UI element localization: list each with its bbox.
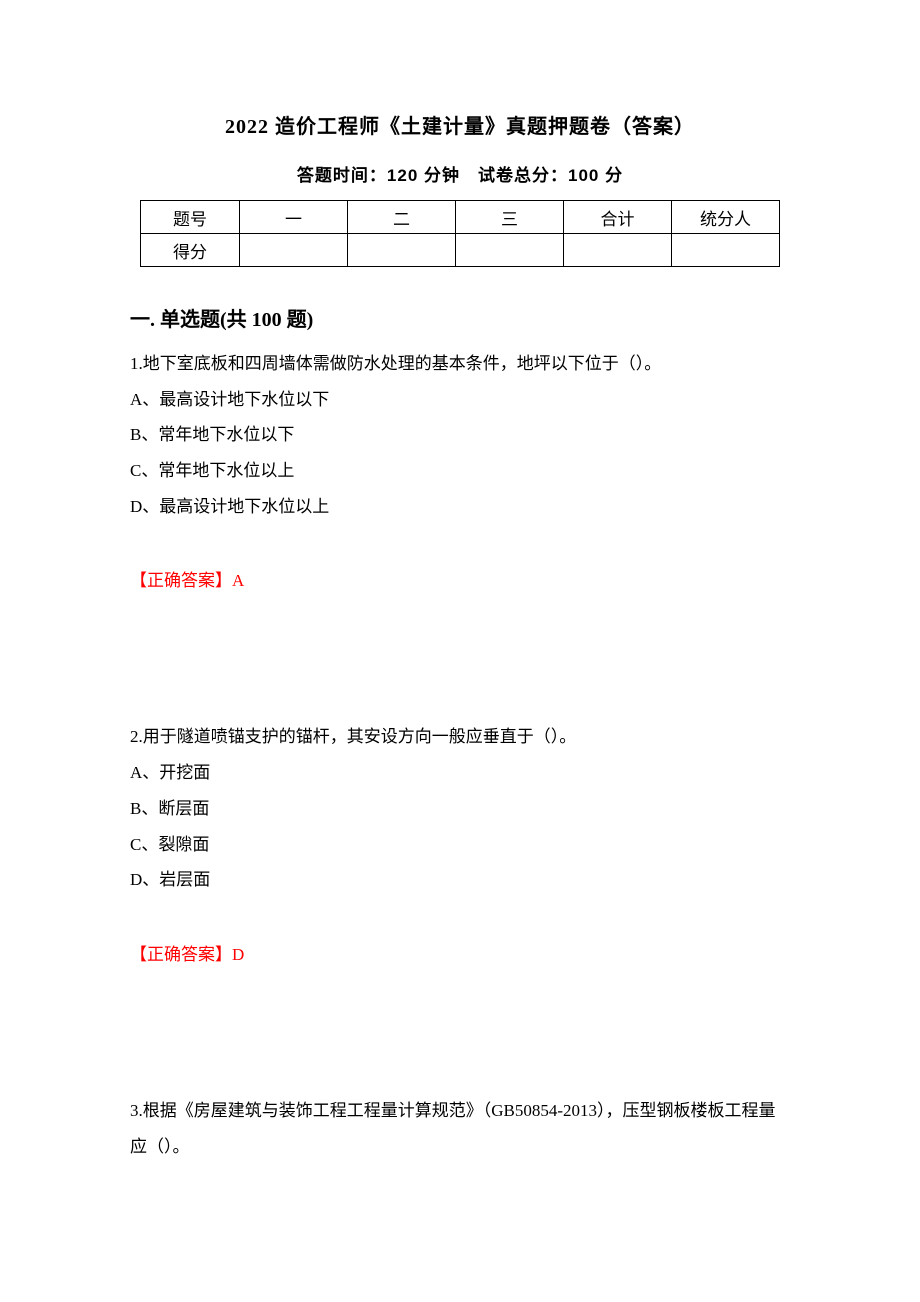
answer-prefix: 【正确答案】 [130, 571, 232, 590]
question-block: 1.地下室底板和四周墙体需做防水处理的基本条件，地坪以下位于（）。 A、最高设计… [130, 346, 790, 524]
question-option: A、开挖面 [130, 755, 790, 791]
question-stem: 3.根据《房屋建筑与装饰工程工程量计算规范》（GB50854-2013），压型钢… [130, 1093, 790, 1164]
question-stem: 2.用于隧道喷锚支护的锚杆，其安设方向一般应垂直于（）。 [130, 719, 790, 755]
question-stem: 1.地下室底板和四周墙体需做防水处理的基本条件，地坪以下位于（）。 [130, 346, 790, 382]
question-option: B、常年地下水位以下 [130, 417, 790, 453]
document-subtitle: 答题时间：120 分钟 试卷总分：100 分 [130, 161, 790, 186]
table-header-cell: 二 [348, 201, 456, 234]
table-cell [672, 234, 780, 267]
table-header-cell: 统分人 [672, 201, 780, 234]
table-header-cell: 一 [240, 201, 348, 234]
question-option: C、裂隙面 [130, 827, 790, 863]
document-page: 2022 造价工程师《土建计量》真题押题卷（答案） 答题时间：120 分钟 试卷… [0, 0, 920, 1224]
score-table: 题号 一 二 三 合计 统分人 得分 [140, 200, 780, 267]
table-row: 题号 一 二 三 合计 统分人 [141, 201, 780, 234]
answer-value: A [232, 571, 244, 590]
answer-line: 【正确答案】D [130, 940, 790, 965]
table-header-cell: 合计 [564, 201, 672, 234]
table-cell [240, 234, 348, 267]
answer-line: 【正确答案】A [130, 566, 790, 591]
answer-value: D [232, 945, 244, 964]
question-option: D、最高设计地下水位以上 [130, 489, 790, 525]
table-row: 得分 [141, 234, 780, 267]
question-option: D、岩层面 [130, 862, 790, 898]
table-header-cell: 三 [456, 201, 564, 234]
question-option: B、断层面 [130, 791, 790, 827]
answer-prefix: 【正确答案】 [130, 945, 232, 964]
table-cell [348, 234, 456, 267]
table-cell [456, 234, 564, 267]
table-cell: 得分 [141, 234, 240, 267]
question-block: 3.根据《房屋建筑与装饰工程工程量计算规范》（GB50854-2013），压型钢… [130, 1093, 790, 1164]
question-block: 2.用于隧道喷锚支护的锚杆，其安设方向一般应垂直于（）。 A、开挖面 B、断层面… [130, 719, 790, 897]
table-cell [564, 234, 672, 267]
section-heading: 一. 单选题(共 100 题) [130, 303, 790, 332]
question-option: C、常年地下水位以上 [130, 453, 790, 489]
document-title: 2022 造价工程师《土建计量》真题押题卷（答案） [130, 110, 790, 139]
question-option: A、最高设计地下水位以下 [130, 382, 790, 418]
table-header-cell: 题号 [141, 201, 240, 234]
